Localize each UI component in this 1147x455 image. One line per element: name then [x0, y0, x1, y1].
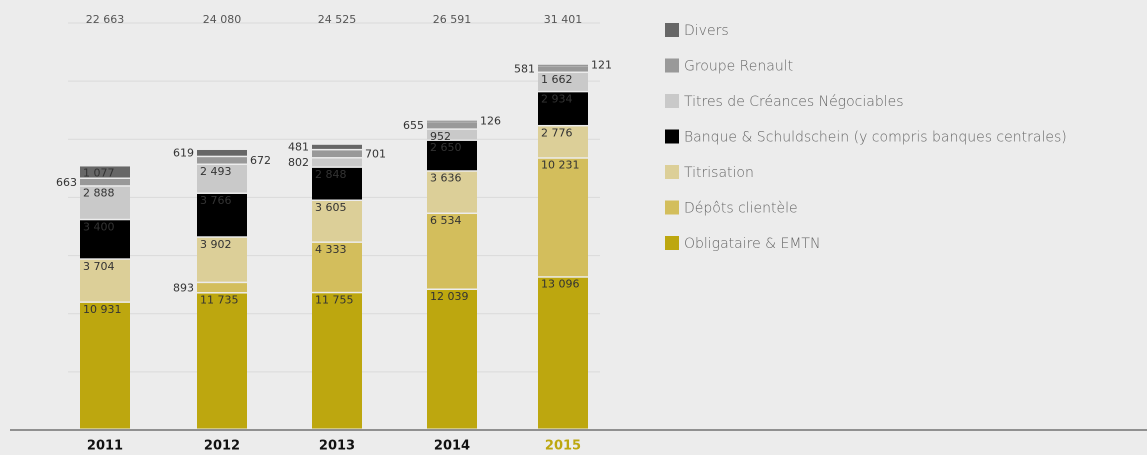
- value-label: 663: [56, 176, 77, 189]
- bar-segment: [312, 158, 362, 167]
- x-tick-label: 2014: [434, 439, 470, 454]
- x-tick-label: 2015: [545, 439, 581, 454]
- value-label: 3 902: [200, 238, 232, 251]
- value-label: 126: [480, 115, 501, 128]
- value-label: 701: [365, 147, 386, 160]
- value-label: 3 766: [200, 194, 232, 207]
- bar-segment: [312, 167, 362, 200]
- bar-segment: [427, 129, 477, 140]
- legend-label: Banque & Schuldschein (y compris banques…: [684, 130, 1067, 146]
- bar-segment: [427, 120, 477, 122]
- value-label: 481: [288, 141, 309, 154]
- value-label: 11 755: [315, 293, 354, 306]
- bar-segment: [80, 186, 130, 219]
- bar-segment: [197, 164, 247, 193]
- value-label: 10 931: [83, 303, 122, 316]
- legend-label: Titres de Créances Négociables: [684, 94, 904, 110]
- x-tick-label: 2011: [87, 439, 123, 454]
- bar-segment: [197, 293, 247, 429]
- value-label: 2 888: [83, 187, 115, 200]
- legend-swatch: [665, 236, 679, 250]
- bar-segment: [538, 158, 588, 277]
- bar-segment: [427, 290, 477, 429]
- value-label: 2 650: [430, 141, 462, 154]
- x-tick-label: 2012: [204, 439, 240, 454]
- value-label: 2 848: [315, 168, 347, 181]
- total-label: 24 525: [318, 13, 357, 26]
- value-label: 619: [173, 147, 194, 160]
- bar-segment: [312, 200, 362, 242]
- value-label: 121: [591, 59, 612, 72]
- bar-segment: [312, 242, 362, 292]
- bar-segment: [197, 283, 247, 293]
- x-tick-label: 2013: [319, 439, 355, 454]
- value-label: 1 077: [83, 166, 115, 179]
- legend-label: Dépôts clientèle: [684, 201, 798, 217]
- bar-segment: [538, 73, 588, 91]
- value-label: 672: [250, 154, 271, 167]
- legend-label: Divers: [684, 23, 729, 39]
- value-label: 2 934: [541, 92, 573, 105]
- bar-segment: [538, 64, 588, 66]
- bar-segment: [197, 149, 247, 156]
- legend-swatch: [665, 200, 679, 215]
- value-label: 10 231: [541, 159, 580, 172]
- bar-segment: [80, 166, 130, 178]
- bar-segment: [427, 214, 477, 289]
- value-label: 6 534: [430, 214, 462, 227]
- bar-segment: [80, 302, 130, 429]
- bar-segment: [197, 193, 247, 237]
- value-label: 655: [403, 119, 424, 132]
- bar-segment: [538, 277, 588, 429]
- bar-segment: [312, 144, 362, 149]
- value-label: 4 333: [315, 243, 347, 256]
- legend-swatch: [665, 129, 679, 144]
- value-label: 13 096: [541, 278, 580, 291]
- bar-segment: [80, 259, 130, 302]
- legend-label: Titrisation: [684, 165, 754, 181]
- legend-swatch: [665, 165, 679, 179]
- legend-label: Groupe Renault: [684, 59, 793, 75]
- total-label: 31 401: [544, 13, 583, 26]
- bar-segment: [427, 171, 477, 213]
- value-label: 11 735: [200, 294, 239, 307]
- total-label: 24 080: [203, 13, 242, 26]
- value-label: 952: [430, 130, 451, 143]
- bar-segment: [80, 178, 130, 186]
- legend-swatch: [665, 58, 679, 73]
- bar-segment: [312, 293, 362, 429]
- bar-segment: [538, 66, 588, 72]
- bar-segment: [197, 157, 247, 164]
- legend-label: Obligataire & EMTN: [684, 236, 820, 252]
- value-label: 2 776: [541, 126, 573, 139]
- bar-segment: [538, 126, 588, 158]
- value-label: 802: [288, 156, 309, 169]
- bar-segment: [427, 140, 477, 171]
- total-label: 22 663: [86, 13, 125, 26]
- legend-swatch: [665, 23, 679, 37]
- total-label: 26 591: [433, 13, 472, 26]
- value-label: 2 493: [200, 165, 232, 178]
- value-label: 12 039: [430, 290, 469, 303]
- value-label: 3 605: [315, 201, 347, 214]
- bar-segment: [427, 122, 477, 129]
- bar-segment: [197, 237, 247, 282]
- bar-segment: [538, 92, 588, 125]
- value-label: 581: [514, 63, 535, 76]
- value-label: 3 636: [430, 172, 462, 185]
- bar-segment: [80, 220, 130, 259]
- value-label: 3 704: [83, 260, 115, 273]
- value-label: 893: [173, 281, 194, 294]
- value-label: 1 662: [541, 73, 573, 86]
- bar-segment: [312, 150, 362, 158]
- legend-swatch: [665, 94, 679, 108]
- value-label: 3 400: [83, 220, 115, 233]
